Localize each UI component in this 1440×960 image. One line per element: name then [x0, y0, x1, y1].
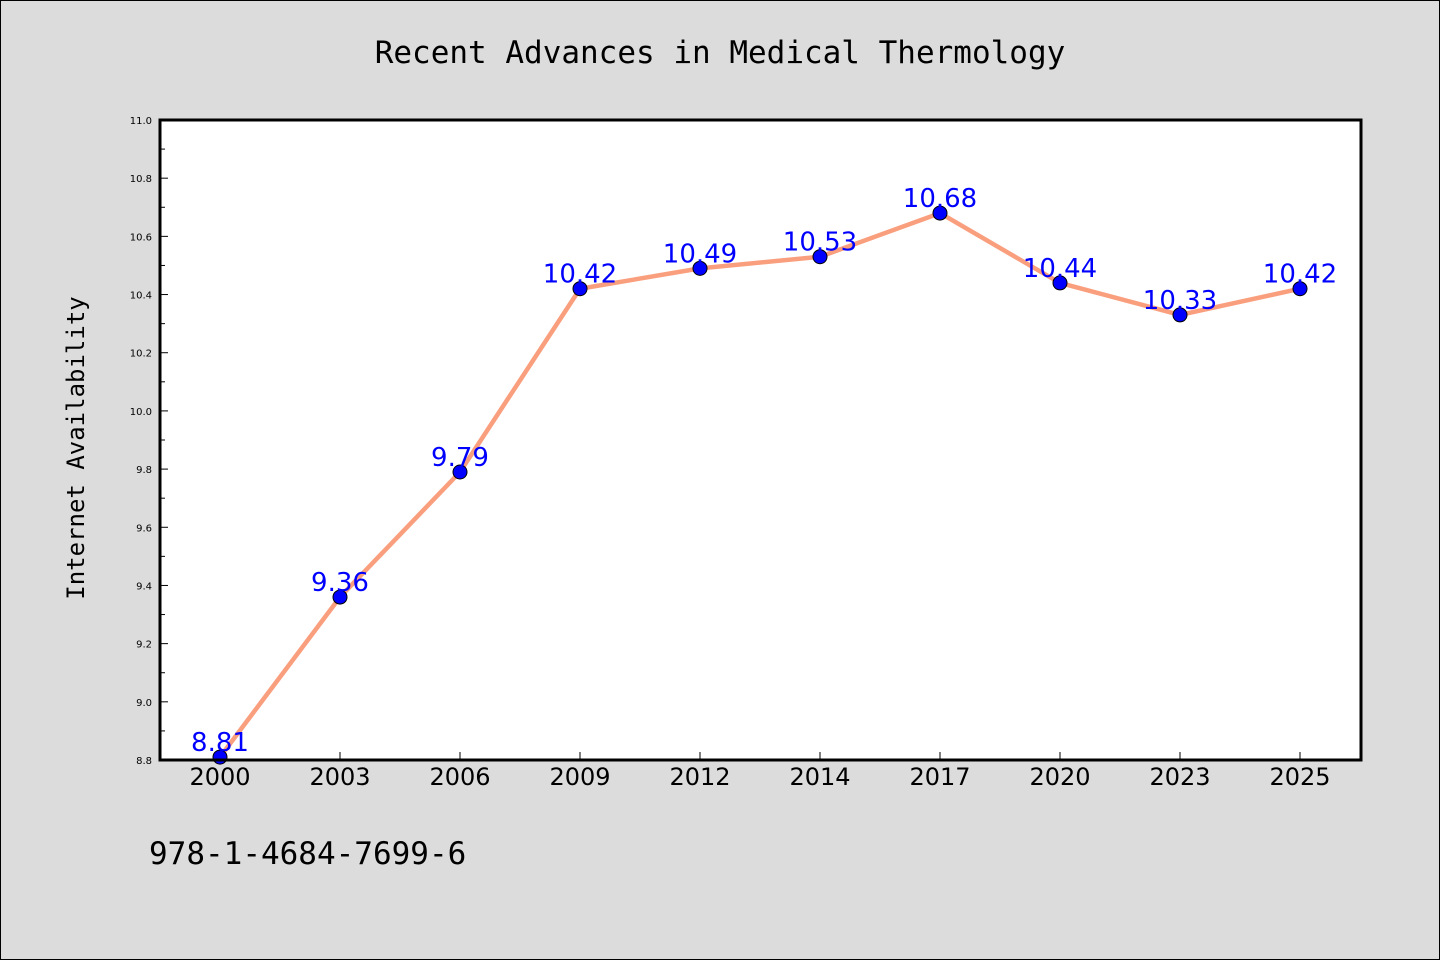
data-label: 10.53	[783, 228, 857, 258]
x-tick-label: 2012	[669, 763, 730, 791]
x-tick-label: 2023	[1149, 763, 1210, 791]
x-tick-label: 2000	[189, 763, 250, 791]
data-point	[1172, 307, 1188, 323]
x-tick-label: 2025	[1269, 763, 1330, 791]
data-label: 9.36	[311, 568, 369, 598]
footer-code: 978-1-4684-7699-6	[149, 836, 466, 872]
y-tick-label: 10.2	[130, 349, 152, 360]
y-tick-label: 10.0	[130, 407, 152, 418]
data-label: 10.42	[543, 260, 617, 290]
chart-title: Recent Advances in Medical Thermology	[375, 35, 1066, 71]
data-label: 8.81	[191, 728, 249, 758]
x-tick-label: 2009	[549, 763, 610, 791]
data-markers	[212, 205, 1308, 765]
data-label: 10.33	[1143, 286, 1217, 316]
y-tick-label: 9.2	[136, 640, 152, 651]
y-axis-ticks: 8.8 9.0 9.2 9.4 9.6 9.8 10.0 10.2 10.4 10.6 10.8 11…	[130, 116, 168, 767]
y-tick-label: 9.8	[136, 465, 152, 476]
data-label: 10.44	[1023, 254, 1097, 284]
y-tick-label: 9.6	[136, 523, 152, 534]
data-point	[1052, 275, 1068, 291]
y-tick-label: 9.0	[136, 698, 152, 709]
data-point	[452, 464, 468, 480]
data-point	[812, 249, 828, 265]
x-tick-label: 2003	[309, 763, 370, 791]
data-label: 10.42	[1263, 260, 1337, 290]
data-label: 10.68	[903, 184, 977, 214]
x-tick-label: 2006	[429, 763, 490, 791]
y-tick-label: 9.4	[136, 581, 152, 592]
data-point	[572, 281, 588, 297]
x-tick-label: 2017	[909, 763, 970, 791]
plot-area	[160, 120, 1361, 760]
data-point	[1292, 281, 1308, 297]
data-labels: 8.81 9.36 9.79 10.42 10.49 10.53 10.68 10.44 10.…	[191, 184, 1337, 758]
y-tick-label: 10.8	[130, 174, 152, 185]
data-point	[692, 260, 708, 276]
x-tick-label: 2020	[1029, 763, 1090, 791]
y-tick-label: 10.4	[130, 291, 152, 302]
y-axis-label: Internet Availability	[62, 296, 90, 599]
x-axis-ticks: 2000 2003 2006 2009 2012 2014 2017 2020 2023 2025	[189, 752, 1331, 791]
data-point	[332, 589, 348, 605]
y-tick-label: 10.6	[130, 232, 152, 243]
y-tick-label: 8.8	[136, 756, 152, 767]
x-tick-label: 2014	[789, 763, 850, 791]
y-tick-label: 11.0	[130, 116, 152, 127]
data-label: 9.79	[431, 443, 489, 473]
data-point	[932, 205, 948, 221]
series-line	[217, 210, 1303, 760]
plot-border	[158, 118, 1363, 762]
data-label: 10.49	[663, 239, 737, 269]
